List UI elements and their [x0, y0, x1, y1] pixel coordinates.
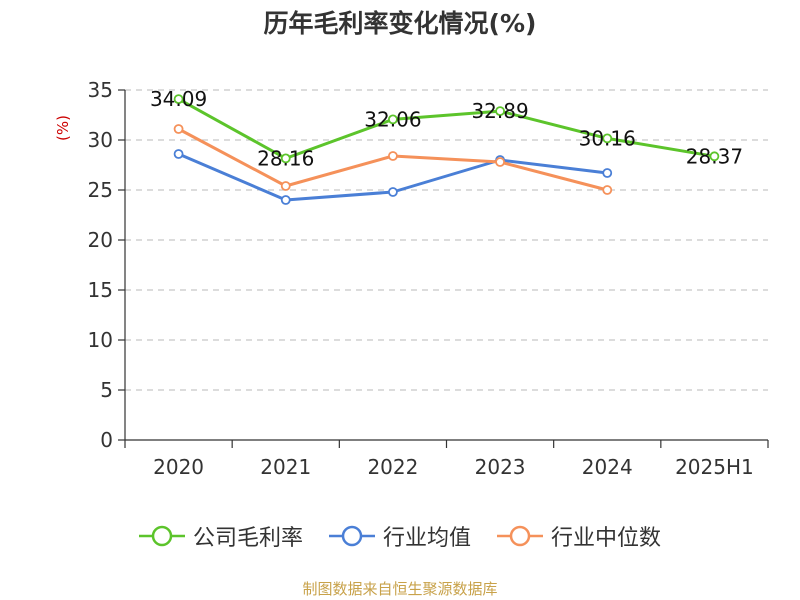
x-tick-label: 2025H1	[675, 455, 754, 479]
data-point[interactable]	[388, 187, 398, 197]
y-tick-label: 10	[88, 328, 113, 352]
y-tick-label: 20	[88, 228, 113, 252]
data-label: 28.37	[686, 144, 743, 168]
data-point[interactable]	[173, 149, 184, 159]
axes	[118, 89, 769, 448]
chart-title: 历年毛利率变化情况(%)	[263, 9, 537, 38]
data-label: 28.16	[257, 146, 314, 170]
data-point[interactable]	[495, 157, 505, 167]
data-label: 30.16	[579, 126, 636, 150]
x-tick-label: 2024	[582, 455, 633, 479]
y-tick-label: 15	[88, 278, 113, 302]
legend-item-company[interactable]: 公司毛利率	[138, 520, 303, 552]
series-line	[177, 97, 715, 160]
x-tick-label: 2022	[367, 455, 418, 479]
data-point[interactable]	[388, 114, 398, 125]
data-point[interactable]	[709, 151, 720, 162]
series-group	[173, 94, 720, 205]
legend-item-industry-mean[interactable]: 行业均值	[328, 520, 471, 552]
y-tick-label: 5	[100, 378, 113, 402]
y-tick-label: 30	[88, 128, 113, 152]
legend-label: 公司毛利率	[192, 526, 303, 551]
data-point[interactable]	[280, 195, 291, 205]
x-tick-label: 2023	[475, 455, 526, 479]
data-point[interactable]	[602, 133, 613, 144]
legend-marker-icon	[497, 525, 543, 547]
data-label: 32.06	[364, 107, 421, 131]
x-tick-label: 2021	[260, 455, 311, 479]
y-tick-label: 0	[100, 428, 113, 452]
data-point[interactable]	[280, 153, 291, 164]
data-point[interactable]	[173, 94, 184, 104]
x-tick-label: 2020	[153, 455, 204, 479]
legend-marker-icon	[328, 525, 375, 547]
y-tick-labels: 0 5 10 15 20 25 30 35	[88, 78, 113, 452]
data-point[interactable]	[495, 106, 505, 116]
data-point[interactable]	[173, 124, 184, 134]
data-labels: 34.09 28.16 32.06 32.89 30.16 28.37	[150, 87, 743, 170]
y-tick-label: 35	[88, 78, 113, 102]
data-point[interactable]	[280, 181, 291, 191]
legend-item-industry-median[interactable]: 行业中位数	[497, 520, 661, 552]
legend-label: 行业中位数	[551, 526, 662, 551]
grid-lines	[125, 89, 768, 391]
legend: 公司毛利率 行业均值 行业中位数	[0, 520, 800, 552]
data-point[interactable]	[388, 151, 398, 161]
legend-marker-icon	[138, 525, 185, 547]
data-label: 32.89	[471, 99, 528, 123]
data-point[interactable]	[602, 168, 613, 178]
data-label: 34.09	[150, 87, 207, 111]
y-tick-label: 25	[88, 178, 113, 202]
legend-label: 行业均值	[382, 526, 471, 551]
data-point[interactable]	[602, 185, 613, 195]
source-note: 制图数据来自恒生聚源数据库	[302, 580, 498, 598]
x-tick-labels: 2020 2021 2022 2023 2024 2025H1	[153, 455, 754, 479]
y-axis-label: (%)	[54, 115, 72, 141]
